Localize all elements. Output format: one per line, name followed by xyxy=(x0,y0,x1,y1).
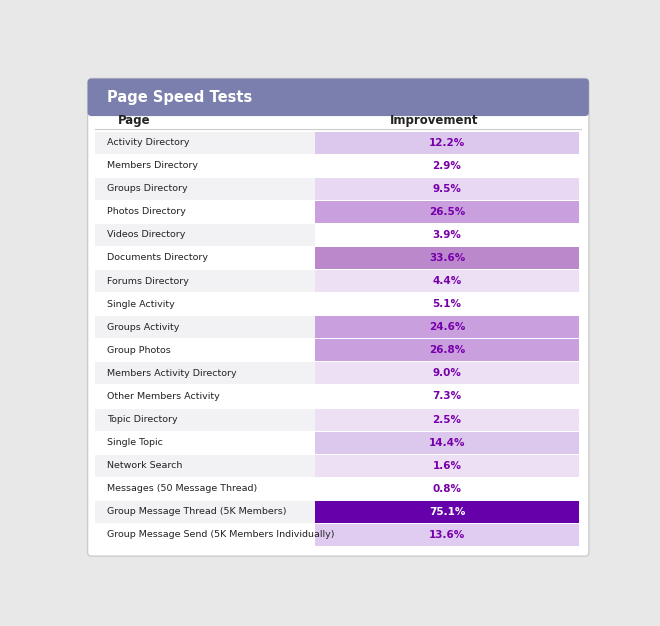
Bar xyxy=(315,224,579,246)
Bar xyxy=(95,339,315,361)
Text: Members Activity Directory: Members Activity Directory xyxy=(107,369,237,378)
Bar xyxy=(95,362,315,384)
Bar xyxy=(95,431,315,454)
Text: 2.9%: 2.9% xyxy=(432,161,461,171)
Bar xyxy=(315,501,579,523)
Text: Members Directory: Members Directory xyxy=(107,161,198,170)
Bar xyxy=(95,293,315,316)
Text: Group Message Send (5K Members Individually): Group Message Send (5K Members Individua… xyxy=(107,530,335,540)
Text: 3.9%: 3.9% xyxy=(432,230,461,240)
Bar xyxy=(95,316,315,338)
Bar xyxy=(95,131,315,153)
Bar xyxy=(95,501,315,523)
Bar xyxy=(95,524,315,546)
Text: Page: Page xyxy=(118,115,151,128)
Bar xyxy=(315,478,579,500)
Text: Network Search: Network Search xyxy=(107,461,182,470)
Text: 12.2%: 12.2% xyxy=(429,138,465,148)
Bar xyxy=(95,247,315,269)
Text: Forums Directory: Forums Directory xyxy=(107,277,189,285)
Bar xyxy=(315,524,579,546)
Bar xyxy=(315,409,579,431)
Text: 7.3%: 7.3% xyxy=(432,391,461,401)
Bar xyxy=(95,224,315,246)
Bar xyxy=(315,386,579,408)
Text: Single Activity: Single Activity xyxy=(107,300,175,309)
Text: 5.1%: 5.1% xyxy=(432,299,461,309)
Text: Videos Directory: Videos Directory xyxy=(107,230,185,239)
Bar xyxy=(95,478,315,500)
Text: Group Message Thread (5K Members): Group Message Thread (5K Members) xyxy=(107,508,286,516)
Bar xyxy=(315,293,579,316)
Text: 75.1%: 75.1% xyxy=(429,507,465,517)
Text: 1.6%: 1.6% xyxy=(432,461,461,471)
Bar xyxy=(315,131,579,153)
Text: Single Topic: Single Topic xyxy=(107,438,163,447)
Bar xyxy=(95,386,315,408)
Text: Groups Directory: Groups Directory xyxy=(107,184,187,193)
Text: Activity Directory: Activity Directory xyxy=(107,138,189,147)
Text: Messages (50 Message Thread): Messages (50 Message Thread) xyxy=(107,485,257,493)
Text: Documents Directory: Documents Directory xyxy=(107,254,208,262)
Bar xyxy=(315,178,579,200)
Text: 26.8%: 26.8% xyxy=(429,346,465,356)
Text: 13.6%: 13.6% xyxy=(429,530,465,540)
Text: Group Photos: Group Photos xyxy=(107,346,171,355)
Text: Page Speed Tests: Page Speed Tests xyxy=(107,90,252,105)
Bar xyxy=(95,155,315,177)
Bar xyxy=(92,97,585,112)
Text: 9.5%: 9.5% xyxy=(432,184,461,193)
Text: 9.0%: 9.0% xyxy=(432,369,461,378)
Bar xyxy=(315,247,579,269)
Text: Improvement: Improvement xyxy=(389,115,478,128)
FancyBboxPatch shape xyxy=(88,78,589,556)
Text: Groups Activity: Groups Activity xyxy=(107,323,180,332)
Text: 14.4%: 14.4% xyxy=(429,438,465,448)
FancyBboxPatch shape xyxy=(88,78,589,116)
Text: Other Members Activity: Other Members Activity xyxy=(107,392,220,401)
Text: 4.4%: 4.4% xyxy=(432,276,461,286)
Bar xyxy=(315,362,579,384)
Text: 2.5%: 2.5% xyxy=(432,414,461,424)
Bar xyxy=(315,431,579,454)
Bar xyxy=(95,178,315,200)
Bar xyxy=(95,454,315,477)
Bar xyxy=(95,201,315,223)
Text: 26.5%: 26.5% xyxy=(429,207,465,217)
Bar xyxy=(315,270,579,292)
Text: Photos Directory: Photos Directory xyxy=(107,207,186,217)
Bar xyxy=(95,270,315,292)
Text: 24.6%: 24.6% xyxy=(429,322,465,332)
Text: Topic Directory: Topic Directory xyxy=(107,415,178,424)
Bar xyxy=(315,155,579,177)
Text: 33.6%: 33.6% xyxy=(429,253,465,263)
Bar xyxy=(315,339,579,361)
Bar xyxy=(315,316,579,338)
Bar xyxy=(315,454,579,477)
Text: 0.8%: 0.8% xyxy=(432,484,461,494)
Bar xyxy=(95,409,315,431)
Bar xyxy=(315,201,579,223)
